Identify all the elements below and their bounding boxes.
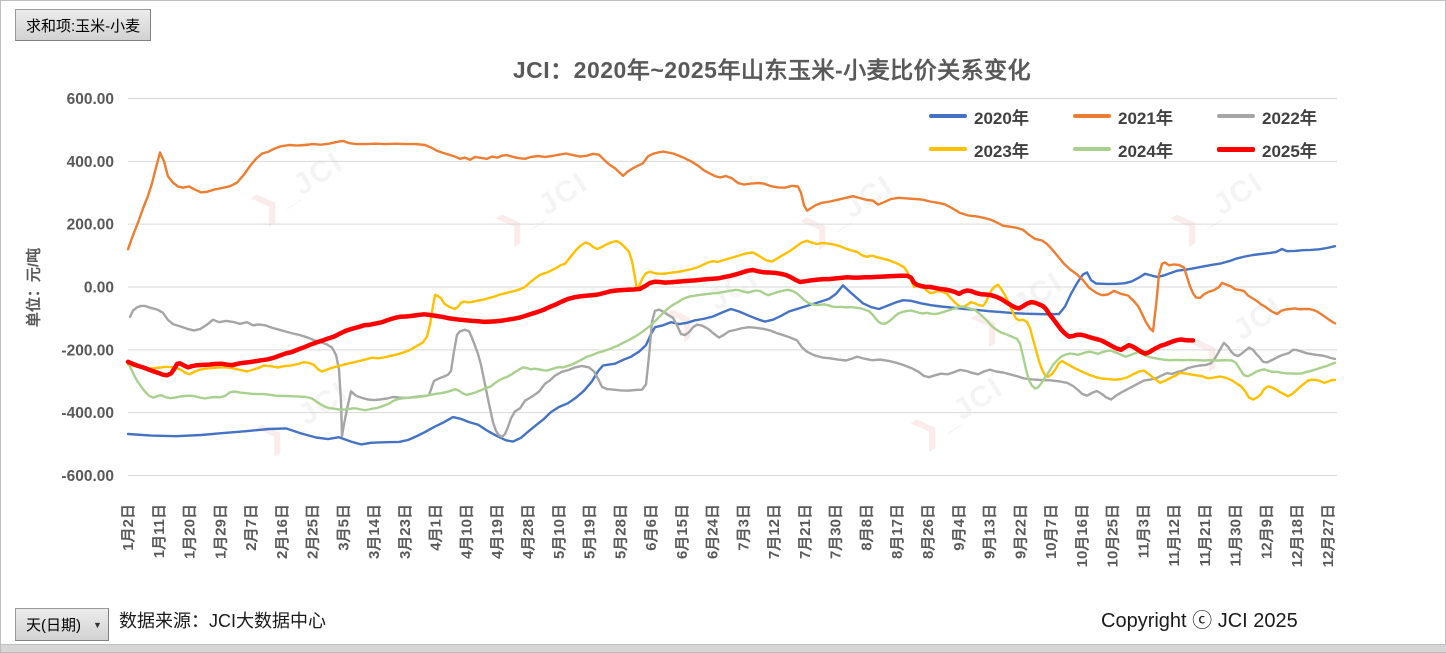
- legend-label: 2025年: [1262, 141, 1317, 161]
- svg-text:2月25日: 2月25日: [305, 504, 322, 559]
- svg-text:12月9日: 12月9日: [1258, 504, 1275, 559]
- svg-text:-400.00: -400.00: [61, 405, 114, 422]
- svg-text:8月26日: 8月26日: [920, 504, 937, 559]
- svg-text:8月8日: 8月8日: [858, 504, 875, 551]
- date-axis-field-label: 天(日期): [26, 617, 81, 634]
- date-axis-field-button[interactable]: 天(日期) ▼: [15, 608, 109, 641]
- legend-line-swatch: [1217, 146, 1255, 152]
- svg-text:6月24日: 6月24日: [705, 504, 722, 559]
- svg-text:11月21日: 11月21日: [1197, 504, 1214, 567]
- svg-text:4月28日: 4月28日: [520, 504, 537, 559]
- svg-text:11月12日: 11月12日: [1166, 504, 1183, 567]
- svg-text:6月6日: 6月6日: [643, 504, 660, 551]
- svg-text:4月19日: 4月19日: [489, 504, 506, 559]
- chart-legend: 2020年 2021年 2022年 2023年 2024年 2025年: [929, 103, 1361, 162]
- legend-line-swatch: [1073, 114, 1111, 118]
- svg-text:600.00: 600.00: [67, 91, 114, 108]
- chevron-down-icon: ▼: [93, 619, 102, 630]
- svg-text:5月28日: 5月28日: [612, 504, 629, 559]
- chart-title: JCI：2020年~2025年山东玉米-小麦比价关系变化: [512, 57, 1032, 83]
- svg-text:7月21日: 7月21日: [797, 504, 814, 559]
- legend-item-2022[interactable]: 2022年: [1217, 103, 1361, 129]
- window-bottom-bar: [1, 644, 1446, 652]
- legend-label: 2023年: [974, 141, 1029, 161]
- svg-text:5月19日: 5月19日: [582, 504, 599, 559]
- legend-label: 2022年: [1262, 108, 1317, 128]
- svg-text:10月25日: 10月25日: [1105, 504, 1122, 567]
- data-source-note: 数据来源：JCI大数据中心: [119, 611, 326, 631]
- pivot-value-field-button[interactable]: 求和项:玉米-小麦: [15, 9, 152, 41]
- pivot-value-field-label: 求和项:玉米-小麦: [26, 17, 141, 35]
- legend-item-2024[interactable]: 2024年: [1073, 136, 1217, 162]
- svg-text:7月3日: 7月3日: [735, 504, 752, 551]
- svg-text:1月29日: 1月29日: [212, 504, 229, 559]
- legend-line-swatch: [1217, 114, 1255, 118]
- legend-label: 2021年: [1118, 108, 1173, 128]
- svg-text:9月4日: 9月4日: [951, 504, 968, 551]
- svg-text:0.00: 0.00: [84, 280, 114, 297]
- legend-label: 2020年: [974, 108, 1029, 128]
- line-chart-plot-area: 600.00 400.00 200.00 0.00 -200.00 -400.00 -600…: [61, 91, 1337, 567]
- svg-text:7月30日: 7月30日: [828, 504, 845, 559]
- svg-text:3月23日: 3月23日: [397, 504, 414, 559]
- svg-text:1月2日: 1月2日: [120, 504, 137, 551]
- svg-text:7月12日: 7月12日: [766, 504, 783, 559]
- svg-text:1月20日: 1月20日: [182, 504, 199, 559]
- svg-text:-600.00: -600.00: [61, 468, 114, 485]
- svg-text:12月27日: 12月27日: [1320, 504, 1337, 567]
- svg-text:-200.00: -200.00: [61, 342, 114, 359]
- svg-text:9月13日: 9月13日: [982, 504, 999, 559]
- svg-text:11月3日: 11月3日: [1135, 504, 1152, 558]
- svg-text:3月14日: 3月14日: [366, 504, 383, 559]
- svg-text:10月16日: 10月16日: [1074, 504, 1091, 567]
- svg-text:3月5日: 3月5日: [335, 504, 352, 551]
- svg-text:10月7日: 10月7日: [1043, 504, 1060, 559]
- svg-text:11月30日: 11月30日: [1228, 504, 1245, 567]
- legend-label: 2024年: [1118, 141, 1173, 161]
- svg-text:5月10日: 5月10日: [551, 504, 568, 559]
- svg-text:8月17日: 8月17日: [889, 504, 906, 559]
- svg-text:200.00: 200.00: [67, 217, 114, 234]
- legend-item-2020[interactable]: 2020年: [929, 103, 1073, 129]
- svg-text:1月11日: 1月11日: [151, 504, 168, 558]
- legend-item-2025[interactable]: 2025年: [1217, 136, 1361, 162]
- svg-text:400.00: 400.00: [67, 154, 114, 171]
- legend-line-swatch: [929, 147, 967, 151]
- legend-line-swatch: [1073, 147, 1111, 151]
- svg-text:4月1日: 4月1日: [428, 504, 445, 551]
- copyright-note: Copyright ⓒ JCI 2025: [1101, 610, 1298, 632]
- svg-text:12月18日: 12月18日: [1289, 504, 1306, 567]
- svg-text:4月10日: 4月10日: [458, 504, 475, 559]
- legend-item-2023[interactable]: 2023年: [929, 136, 1073, 162]
- svg-text:9月22日: 9月22日: [1012, 504, 1029, 559]
- svg-text:2月16日: 2月16日: [274, 504, 291, 559]
- legend-line-swatch: [929, 114, 967, 118]
- svg-text:6月15日: 6月15日: [674, 504, 691, 559]
- svg-text:2月7日: 2月7日: [243, 504, 260, 551]
- legend-item-2021[interactable]: 2021年: [1073, 103, 1217, 129]
